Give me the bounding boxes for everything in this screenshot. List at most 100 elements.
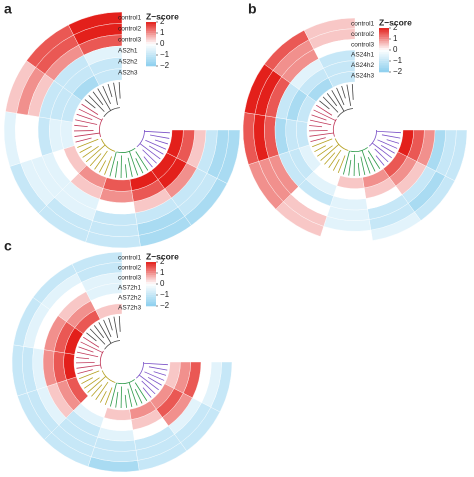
dendrogram-branch xyxy=(80,341,103,353)
colorbar-step xyxy=(146,39,156,43)
dendrogram-arc xyxy=(333,118,337,137)
dendrogram-branch xyxy=(141,380,156,395)
dendrogram-branch xyxy=(97,88,111,111)
colorbar-step xyxy=(146,63,156,67)
panel-label: a xyxy=(4,1,12,17)
dendrogram-branch xyxy=(91,384,103,397)
colorbar-step xyxy=(146,286,156,289)
colorbar-step xyxy=(146,297,156,300)
colorbar-tick-label: 1 xyxy=(160,268,165,277)
colorbar-step xyxy=(146,290,156,294)
dendrogram-branch xyxy=(94,150,108,170)
dendrogram-branch xyxy=(104,156,112,175)
dendrogram-branch xyxy=(81,103,99,115)
colorbar-step xyxy=(379,34,389,38)
ring-label: AS2h1 xyxy=(118,48,138,55)
heatmap-cell xyxy=(103,407,132,421)
colorbar-step xyxy=(146,37,156,40)
colorbar-tick-label: 0 xyxy=(160,39,165,48)
dendrogram-arc xyxy=(100,350,104,369)
dendrogram-branch xyxy=(149,134,170,139)
heatmap-cell xyxy=(328,71,356,88)
colorbar-title: Z−score xyxy=(146,11,179,21)
colorbar-step xyxy=(146,262,156,265)
dendrogram-branch xyxy=(142,387,152,398)
colorbar-tick-label: −2 xyxy=(160,61,170,70)
colorbar-step xyxy=(379,63,389,66)
dendrogram-branch xyxy=(95,381,109,400)
dendrogram-branch xyxy=(128,382,138,406)
dendrogram-branch xyxy=(357,162,360,176)
colorbar-tick-label: 0 xyxy=(393,45,398,54)
dendrogram-branch xyxy=(113,316,119,338)
dendrogram-branch xyxy=(144,371,165,381)
dendrogram-branch xyxy=(317,145,333,157)
panel: a control1 control2 control3 AS2h1 AS2h2 AS2h3… xyxy=(3,1,241,249)
colorbar-step xyxy=(379,45,389,49)
colorbar-step xyxy=(146,303,156,307)
colorbar-step xyxy=(379,69,389,73)
colorbar-step xyxy=(146,281,156,285)
dendrogram-branch xyxy=(319,100,330,110)
dendrogram-branch xyxy=(84,377,100,389)
dendrogram-branch xyxy=(135,151,149,171)
colorbar-step xyxy=(146,22,156,25)
dendrogram-branch xyxy=(376,130,401,134)
dendrogram-arc xyxy=(369,129,377,147)
dendrogram-branch xyxy=(85,144,106,163)
colorbar-step xyxy=(146,33,156,36)
ring-label: AS72h2 xyxy=(118,295,142,302)
dendrogram xyxy=(76,316,168,408)
dendrogram-branch xyxy=(311,114,327,121)
dendrogram-branch xyxy=(76,357,90,360)
heatmap-cell xyxy=(63,352,77,381)
dendrogram-arc xyxy=(104,340,121,350)
colorbar-step xyxy=(379,30,389,33)
colorbar-step xyxy=(379,36,389,40)
dendrogram-branch xyxy=(92,91,104,106)
colorbar-step xyxy=(146,273,156,276)
dendrogram-branch xyxy=(332,159,340,171)
dendrogram-branch xyxy=(74,132,100,137)
colorbar-step xyxy=(146,52,156,56)
ring-label: AS2h2 xyxy=(118,59,138,66)
ring-label: AS2h3 xyxy=(118,70,138,77)
dendrogram-branch xyxy=(103,319,112,338)
ring-label: control2 xyxy=(118,265,142,272)
dendrogram-branch xyxy=(127,157,133,177)
dendrogram-branch xyxy=(314,145,326,153)
colorbar-tick-label: −2 xyxy=(160,301,170,310)
colorbar-title: Z−score xyxy=(379,17,412,27)
colorbar-step xyxy=(146,288,156,291)
heatmap-cell xyxy=(95,303,123,320)
colorbar-step xyxy=(146,57,156,60)
dendrogram-arc xyxy=(117,147,136,153)
ring-label: AS24h3 xyxy=(351,72,375,79)
colorbar-step xyxy=(146,46,156,49)
dendrogram-branch xyxy=(386,139,400,144)
heatmap-cell xyxy=(60,120,75,150)
colorbar-step xyxy=(146,44,156,47)
colorbar-step xyxy=(379,56,389,60)
colorbar-step xyxy=(379,39,389,42)
dendrogram-branch xyxy=(81,377,93,385)
dendrogram-branch xyxy=(75,119,98,125)
dendrogram-branch xyxy=(324,152,336,165)
dendrogram-branch xyxy=(341,85,346,99)
ring-label: control2 xyxy=(118,26,142,33)
colorbar-step xyxy=(379,54,389,57)
colorbar-step xyxy=(146,59,156,62)
dendrogram-branch xyxy=(115,161,119,178)
colorbar-step xyxy=(146,28,156,32)
dendrogram-branch xyxy=(82,145,99,158)
dendrogram-branch xyxy=(138,374,159,391)
colorbar-title: Z−score xyxy=(146,251,179,261)
colorbar-step xyxy=(146,35,156,38)
colorbar-step xyxy=(146,270,156,274)
dendrogram-branch xyxy=(322,96,339,113)
dendrogram-branch xyxy=(154,139,169,145)
colorbar-step xyxy=(379,32,389,35)
dendrogram-branch xyxy=(380,144,395,154)
colorbar-step xyxy=(379,28,389,31)
dendrogram-branch xyxy=(320,144,340,161)
